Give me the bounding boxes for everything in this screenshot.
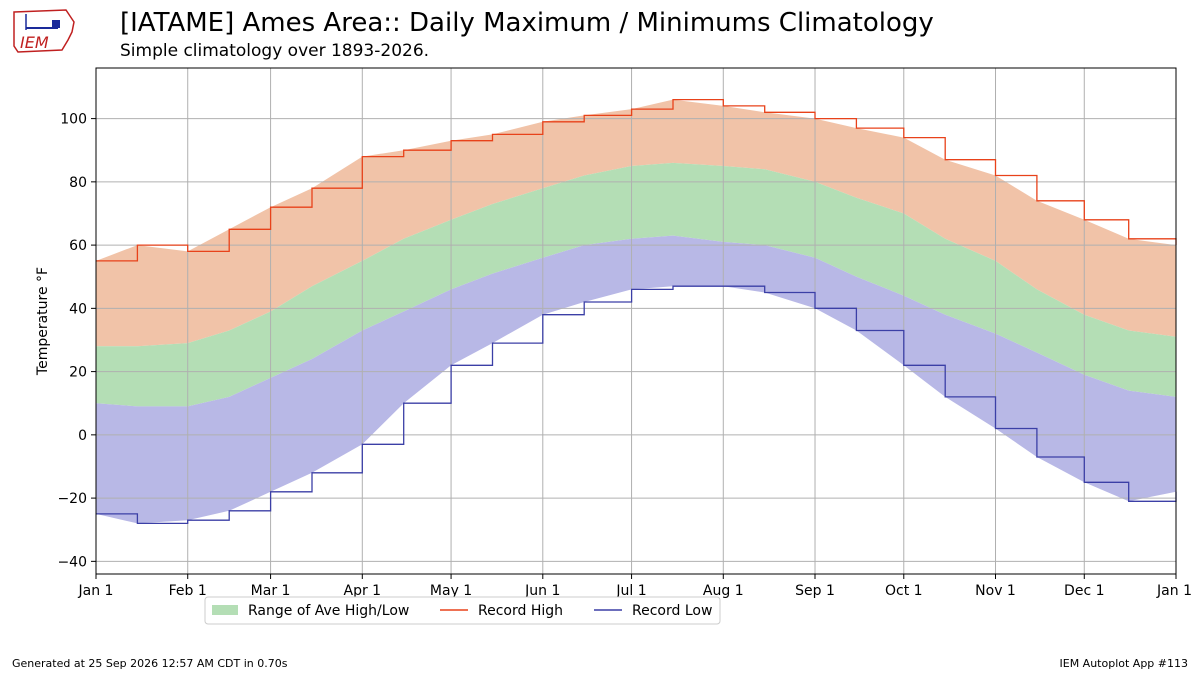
- chart-subtitle: Simple climatology over 1893-2026.: [120, 41, 430, 61]
- x-tick-label: Nov 1: [975, 583, 1016, 599]
- grid-lines: [95, 68, 1177, 574]
- y-tick-label: −20: [57, 491, 87, 507]
- app-label: IEM Autoplot App #113: [1059, 657, 1189, 670]
- legend-label-record-high: Record High: [478, 603, 563, 619]
- x-axis-ticks: Jan 1 Feb 1 Mar 1 Apr 1 May 1 Jun 1 Jul 1 Aug 1…: [78, 574, 1192, 599]
- y-tick-label: 20: [69, 365, 87, 381]
- x-tick-label: Jan 1: [1156, 583, 1192, 599]
- iem-logo: IEM: [8, 6, 80, 58]
- y-tick-label: −40: [57, 554, 87, 570]
- record-lines: [96, 98, 1177, 525]
- record-low-band: [96, 235, 1176, 524]
- x-tick-label: Aug 1: [703, 583, 744, 599]
- record-low-line: [96, 285, 1177, 525]
- y-tick-label: 0: [78, 428, 87, 444]
- x-tick-label: Jan 1: [78, 583, 114, 599]
- y-tick-label: 100: [60, 112, 87, 128]
- average-range-band: [96, 162, 1176, 407]
- x-tick-label: Mar 1: [251, 583, 291, 599]
- record-high-line: [96, 98, 1177, 262]
- logo-text: IEM: [20, 33, 49, 52]
- record-high-band: [96, 99, 1176, 347]
- generated-text: Generated at 25 Sep 2026 12:57 AM CDT in…: [12, 657, 288, 670]
- x-tick-label: May 1: [430, 583, 472, 599]
- x-tick-label: Jun 1: [524, 583, 560, 599]
- y-tick-label: 60: [69, 238, 87, 254]
- x-tick-label: Feb 1: [169, 583, 207, 599]
- legend-label-record-low: Record Low: [632, 603, 712, 619]
- x-tick-label: Sep 1: [795, 583, 835, 599]
- legend-swatch-ave: [212, 605, 238, 615]
- x-tick-label: Jul 1: [615, 583, 646, 599]
- chart-title: [IATAME] Ames Area:: Daily Maximum / Min…: [120, 8, 934, 38]
- y-axis-ticks: −40 −20 0 20 40 60 80 100: [57, 112, 96, 570]
- plot-frame: [95, 67, 1177, 575]
- y-tick-label: 40: [69, 301, 87, 317]
- x-tick-label: Oct 1: [885, 583, 923, 599]
- x-tick-label: Apr 1: [344, 583, 382, 599]
- band-areas: [96, 99, 1176, 524]
- x-tick-label: Dec 1: [1064, 583, 1104, 599]
- legend: Range of Ave High/Low Record High Record…: [204, 596, 721, 625]
- legend-label-ave: Range of Ave High/Low: [248, 603, 409, 619]
- y-axis-label: Temperature °F: [35, 267, 51, 376]
- y-tick-label: 80: [69, 175, 87, 191]
